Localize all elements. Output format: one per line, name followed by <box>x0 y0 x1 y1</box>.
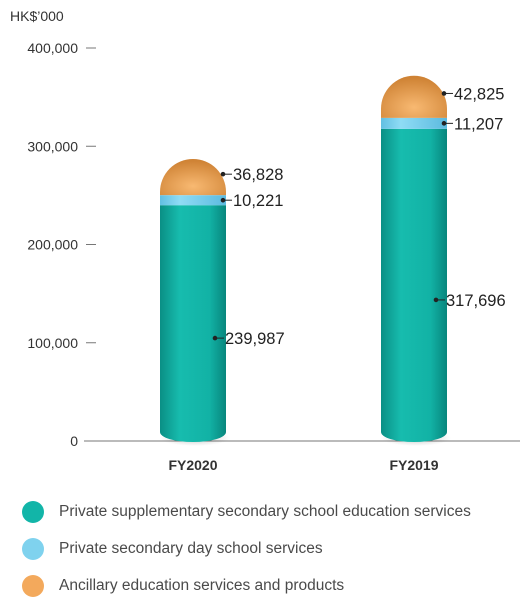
y-tick-label: 400,000 <box>27 40 78 56</box>
revenue-chart: HK$’000 0 100,000 200,000 300,000 400,000 23… <box>10 8 520 473</box>
legend-swatch <box>22 575 44 597</box>
x-tick-label: FY2020 <box>168 457 217 473</box>
legend-label: Private supplementary secondary school e… <box>59 503 471 520</box>
data-label: 11,207 <box>454 115 503 133</box>
data-label: 317,696 <box>446 292 506 310</box>
bar-segment-supplementary <box>160 205 226 432</box>
bar-segment-day-school <box>160 195 226 206</box>
x-tick-label: FY2019 <box>389 457 438 473</box>
legend-swatch <box>22 538 44 560</box>
chart-legend: Private supplementary secondary school e… <box>22 500 471 611</box>
y-tick-label: 100,000 <box>27 335 78 351</box>
y-axis: 0 100,000 200,000 300,000 400,000 <box>27 40 96 449</box>
y-axis-unit-label: HK$’000 <box>10 8 64 24</box>
data-label: 42,825 <box>454 85 504 103</box>
data-label: 10,221 <box>233 192 283 210</box>
bars <box>160 75 451 446</box>
y-tick-label: 300,000 <box>27 138 78 154</box>
legend-item: Ancillary education services and product… <box>22 574 471 598</box>
bar-segment-ancillary <box>160 158 226 196</box>
legend-swatch <box>22 501 44 523</box>
legend-label: Private secondary day school services <box>59 540 323 557</box>
y-tick-label: 0 <box>70 433 78 449</box>
legend-item: Private secondary day school services <box>22 537 471 561</box>
bar-segment-supplementary <box>381 128 447 432</box>
x-axis-ticks: FY2020 FY2019 <box>168 457 438 473</box>
y-tick-label: 200,000 <box>27 237 78 253</box>
data-label: 36,828 <box>233 166 283 184</box>
bar-segment-ancillary <box>381 75 447 118</box>
bar-segment-day-school <box>381 117 447 129</box>
data-label: 239,987 <box>225 330 285 348</box>
legend-label: Ancillary education services and product… <box>59 577 345 594</box>
legend-item: Private supplementary secondary school e… <box>22 500 471 524</box>
data-labels: 239,987 10,221 36,828 317,696 11,207 42,825 <box>212 85 506 348</box>
